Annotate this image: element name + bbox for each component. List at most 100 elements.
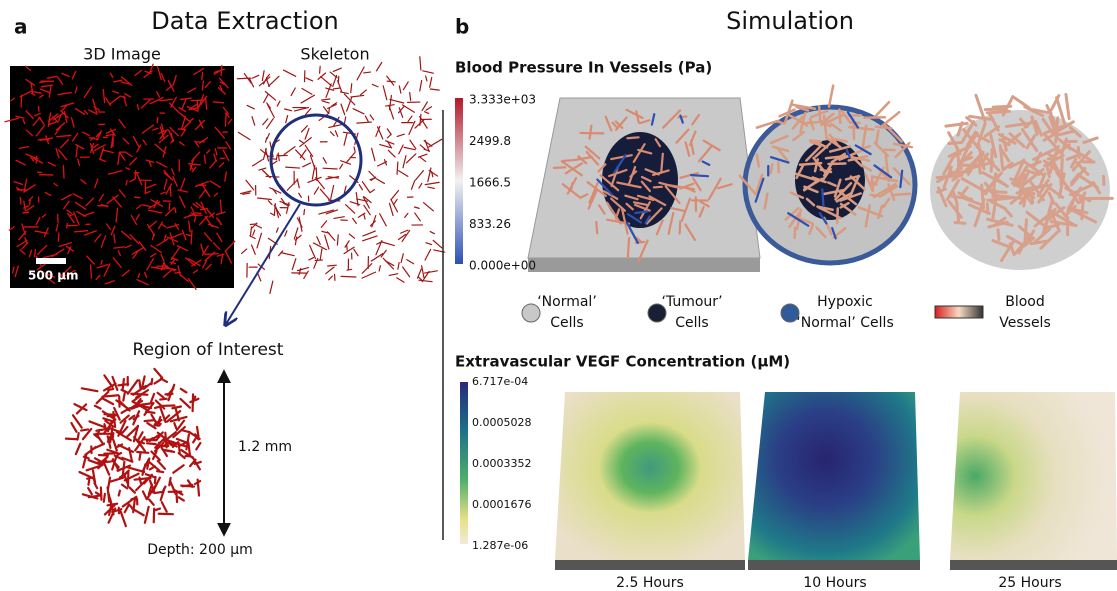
legend-label: ‘Normal’ Cells	[796, 315, 893, 331]
vessel-segment	[157, 471, 163, 472]
vessel-segment	[425, 249, 431, 260]
slab-side	[555, 560, 745, 570]
image-label: 3D Image	[83, 45, 161, 64]
time-label: 10 Hours	[803, 575, 866, 591]
vessel-segment	[108, 478, 110, 489]
vessel-segment	[66, 439, 78, 440]
vessel-segment	[362, 264, 372, 274]
vessel-segment	[323, 168, 337, 169]
vessel-segment	[124, 474, 127, 483]
vessel-segment	[321, 77, 332, 86]
colorbar	[460, 382, 468, 544]
vessel-segment	[420, 114, 421, 125]
legend-marker	[935, 306, 983, 318]
vessel-segment	[302, 126, 308, 132]
vessel-segment	[329, 276, 333, 280]
vessel-segment	[329, 124, 344, 127]
vessel-segment	[554, 167, 565, 168]
vessel-segment	[1013, 97, 1029, 108]
scale-bar	[36, 258, 66, 264]
vessel-segment	[84, 457, 89, 459]
vessel-segment	[341, 161, 351, 164]
vessel-segment	[321, 221, 326, 227]
vessel-segment	[113, 440, 116, 451]
vessel-segment	[771, 165, 772, 173]
vessel-segment	[304, 209, 305, 214]
image-label: Skeleton	[300, 45, 369, 64]
vessel-segment	[272, 161, 277, 164]
vessel-segment	[987, 204, 988, 213]
vessel-segment	[291, 88, 295, 96]
colorbar	[455, 98, 463, 264]
vessel-segment	[139, 380, 140, 388]
vessel-segment	[174, 423, 176, 428]
vessel-segment	[205, 254, 219, 255]
vessel-segment	[596, 222, 597, 233]
vessel-segment	[146, 412, 154, 413]
colorbar-label: 2499.8	[469, 134, 511, 148]
vessel-segment	[146, 474, 155, 477]
vessel-segment	[191, 230, 192, 244]
vessel-segment	[829, 86, 833, 107]
vessel-segment	[998, 230, 999, 240]
vessel-segment	[303, 163, 311, 167]
vessel-segment	[310, 155, 315, 169]
vessel-segment	[196, 213, 201, 214]
vessel-segment	[108, 504, 118, 506]
vessel-segment	[283, 70, 295, 76]
vessel-segment	[326, 84, 331, 97]
vessel-segment	[1066, 94, 1069, 118]
vessel-segment	[320, 249, 322, 260]
microscopy-image	[10, 66, 234, 288]
vessel-segment	[292, 259, 296, 270]
vessel-segment	[404, 147, 415, 149]
vessel-segment	[946, 123, 967, 126]
vessel-segment	[419, 280, 432, 282]
vessel-segment	[309, 258, 314, 260]
vessel-segment	[388, 150, 395, 157]
vessel-segment	[305, 108, 310, 114]
vessel-segment	[121, 511, 126, 526]
vessel-segment	[277, 101, 280, 106]
colorbar-label: 3.333e+03	[469, 93, 536, 107]
vessel-segment	[405, 213, 408, 217]
vessel-segment	[363, 231, 375, 236]
vessel-segment	[149, 499, 154, 504]
vessel-segment	[357, 67, 364, 80]
vessel-segment	[179, 443, 180, 453]
vessel-segment	[95, 483, 98, 488]
vessel-segment	[170, 187, 171, 196]
vessel-segment	[389, 203, 393, 215]
decorations	[5, 57, 1117, 570]
vessel-segment	[246, 180, 254, 190]
vessel-segment	[334, 217, 344, 219]
vessel-segment	[202, 72, 203, 79]
vessel-segment	[418, 154, 426, 157]
vessel-segment	[111, 478, 124, 482]
vessel-segment	[391, 191, 399, 200]
vessel-segment	[333, 88, 339, 89]
vessel-segment	[305, 129, 309, 140]
vessel-segment	[306, 78, 313, 81]
vessel-segment	[95, 406, 101, 409]
vessel-segment	[351, 84, 352, 93]
vessel-segment	[401, 254, 403, 263]
vessel-segment	[340, 164, 343, 169]
vessel-segment	[181, 486, 194, 487]
vessel-segment	[164, 450, 172, 451]
vessel-segment	[108, 389, 113, 390]
vessel-segment	[654, 187, 662, 188]
vessel-segment	[369, 171, 376, 178]
vessel-segment	[70, 215, 74, 216]
vessel-segment	[104, 494, 105, 502]
legend-label: Vessels	[999, 315, 1051, 331]
vessel-segment	[691, 175, 708, 176]
vessel-segment	[320, 66, 321, 73]
panel-title: Simulation	[726, 7, 854, 35]
vessel-segment	[354, 249, 358, 255]
vessel-segment	[128, 467, 144, 471]
vessel-segment	[424, 141, 432, 146]
vessel-segment	[344, 117, 345, 124]
vessel-segment	[242, 249, 247, 253]
vessel-segment	[399, 145, 403, 154]
